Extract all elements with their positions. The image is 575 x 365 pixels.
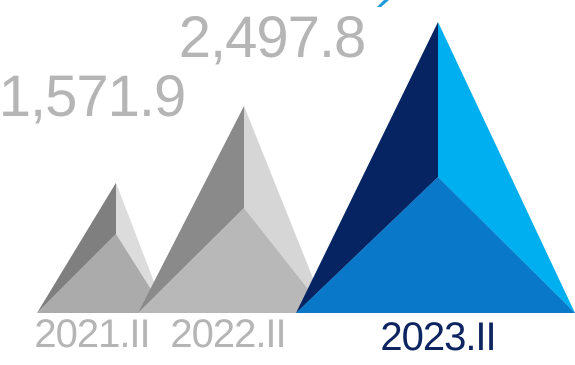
x-tick-2023.II: 2023.II xyxy=(380,315,495,359)
peak-left-face xyxy=(138,106,244,313)
peak-front-face xyxy=(138,208,327,313)
peak-left-face xyxy=(296,22,438,313)
ticks-layer: 2021.II 2022.II 2023.II xyxy=(34,312,496,359)
labels-layer: 1,571.92,497.8 xyxy=(0,5,366,129)
x-tick-2021.II: 2021.II xyxy=(34,312,149,356)
peak-front-face xyxy=(37,234,166,313)
bar-peak-2023.II xyxy=(296,22,575,313)
peaks-layer xyxy=(37,0,575,313)
data-label-2021.II: 1,571.9 xyxy=(0,64,185,129)
bar-peak-2022.II xyxy=(138,106,327,313)
peak-right-face xyxy=(116,182,166,313)
peak-left-face xyxy=(37,182,116,313)
accent-mark xyxy=(377,0,389,7)
x-tick-2022.II: 2022.II xyxy=(170,312,285,356)
data-label-2022.II: 2,497.8 xyxy=(179,5,366,70)
peak-right-face xyxy=(244,106,327,313)
bar-peak-2021.II xyxy=(37,182,166,313)
peak-front-face xyxy=(296,177,575,313)
peak-right-face xyxy=(438,22,575,313)
